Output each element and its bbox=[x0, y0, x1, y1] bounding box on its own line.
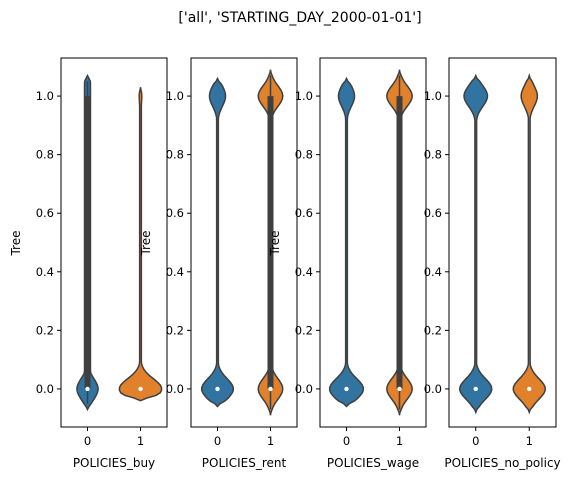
y-tick-label: 0.8 bbox=[36, 148, 54, 162]
y-tick-label: 0.4 bbox=[424, 265, 442, 279]
violin-median bbox=[397, 386, 402, 392]
y-tick-label: 0.6 bbox=[166, 206, 184, 220]
x-tick-label: 1 bbox=[396, 434, 403, 448]
y-axis-label: Tree bbox=[9, 230, 23, 256]
panels: 0.00.20.40.60.81.00 1POLICIES_buyTree0.00… bbox=[9, 57, 561, 470]
violin-median bbox=[138, 386, 143, 392]
violin-median bbox=[85, 386, 90, 392]
violin-1 bbox=[118, 87, 163, 402]
y-axis-label: Tree bbox=[139, 230, 153, 256]
plot-frame bbox=[60, 57, 168, 428]
y-tick-label: 0.4 bbox=[295, 265, 313, 279]
plot-frame bbox=[448, 57, 557, 428]
violin-panel-2: 0.0 0.2 0.4 0.6 0.8 1.0 0 1 POLICIES_wage Tree bbox=[268, 57, 427, 470]
violin-median bbox=[215, 386, 220, 392]
y-tick-label: 0.0 bbox=[295, 382, 313, 396]
x-tick-label: 1 bbox=[526, 434, 533, 448]
violin-1 bbox=[512, 73, 546, 415]
violin-median bbox=[473, 386, 478, 392]
y-tick-label: 0.8 bbox=[295, 148, 313, 162]
x-axis-label: POLICIES_wage bbox=[327, 456, 419, 470]
violin-0 bbox=[459, 73, 493, 415]
plot-frame bbox=[319, 57, 427, 428]
violin-panel-1: 0.0 0.2 0.4 0.6 0.8 1.0 0 1 POLICIES_rent Tree bbox=[139, 57, 298, 470]
x-tick-label: 0 bbox=[214, 434, 221, 448]
x-tick-label: 1 bbox=[137, 434, 144, 448]
y-tick-label: 0.8 bbox=[166, 148, 184, 162]
y-tick-label: 1.0 bbox=[166, 89, 184, 103]
y-tick-label: 0.2 bbox=[166, 323, 184, 337]
y-tick-label: 1.0 bbox=[424, 89, 442, 103]
y-tick-label: 0.6 bbox=[36, 206, 54, 220]
figure-title: ['all', 'STARTING_DAY_2000-01-01'] bbox=[178, 10, 421, 26]
x-axis-label: POLICIES_buy bbox=[73, 456, 155, 470]
violin-median bbox=[527, 386, 532, 392]
violin-median bbox=[344, 386, 349, 392]
y-tick-label: 0.6 bbox=[295, 206, 313, 220]
violin-median bbox=[268, 386, 273, 392]
y-tick-label: 1.0 bbox=[36, 89, 54, 103]
y-tick-label: 0.4 bbox=[36, 265, 54, 279]
y-tick-label: 0.8 bbox=[424, 148, 442, 162]
plot-frame bbox=[190, 57, 298, 428]
x-axis-label: POLICIES_rent bbox=[202, 456, 287, 470]
y-tick-label: 0.0 bbox=[424, 382, 442, 396]
y-tick-label: 0.0 bbox=[166, 382, 184, 396]
x-tick-label: 0 bbox=[84, 434, 91, 448]
x-tick-label: 1 bbox=[267, 434, 274, 448]
violin-0 bbox=[328, 76, 365, 408]
x-tick-label: 0 bbox=[343, 434, 350, 448]
y-tick-label: 0.2 bbox=[295, 323, 313, 337]
y-tick-label: 0.2 bbox=[424, 323, 442, 337]
x-tick-label: 0 bbox=[472, 434, 479, 448]
violin-panel-0: 0.0 0.2 0.4 0.6 0.8 1.0 0 1 POLICIES_buy Tree bbox=[9, 57, 168, 470]
y-tick-label: 1.0 bbox=[295, 89, 313, 103]
y-tick-label: 0.0 bbox=[36, 382, 54, 396]
y-tick-label: 0.2 bbox=[36, 323, 54, 337]
x-axis-label: POLICIES_no_policy bbox=[444, 456, 560, 470]
y-tick-label: 0.6 bbox=[424, 206, 442, 220]
y-tick-label: 0.4 bbox=[166, 265, 184, 279]
violin-0 bbox=[200, 76, 235, 408]
y-axis-label: Tree bbox=[268, 230, 282, 256]
violin-panel-3: 0.0 0.2 0.4 0.6 0.8 1.0 0 1 POLICIES_no_policy bbox=[424, 57, 561, 470]
